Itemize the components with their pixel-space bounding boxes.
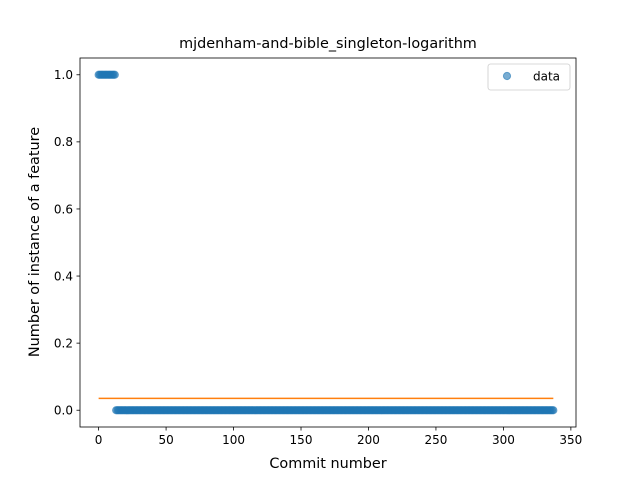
x-tick-label: 150 [290,433,313,447]
x-tick-label: 0 [95,433,103,447]
x-tick-label: 100 [222,433,245,447]
x-tick-label: 300 [492,433,515,447]
data-point [549,406,558,415]
legend: data [487,63,571,91]
plot-area [94,70,558,415]
y-tick-label: 0.0 [54,404,73,418]
axes-frame [79,57,577,428]
y-axis-label: Number of instance of a feature [27,127,43,357]
x-tick-label: 250 [424,433,447,447]
x-tick-label: 200 [357,433,380,447]
y-tick-label: 1.0 [54,68,73,82]
x-axis-label: Commit number [269,456,386,472]
y-tick-label: 0.8 [54,135,73,149]
x-tick-label: 50 [158,433,173,447]
legend-box [487,63,571,91]
data-point [110,70,119,79]
legend-label: data [533,70,560,84]
y-tick-label: 0.6 [54,202,73,216]
y-tick-label: 0.2 [54,336,73,350]
legend-marker [502,71,512,81]
chart-title: mjdenham-and-bible_singleton-logarithm [179,36,477,52]
x-tick-label: 350 [559,433,582,447]
y-tick-label: 0.4 [54,269,73,283]
axes: 0 50 100 150 200 250 300 350 0.0 0.2 0.4 0.6 0.8 1.0 [54,57,582,447]
